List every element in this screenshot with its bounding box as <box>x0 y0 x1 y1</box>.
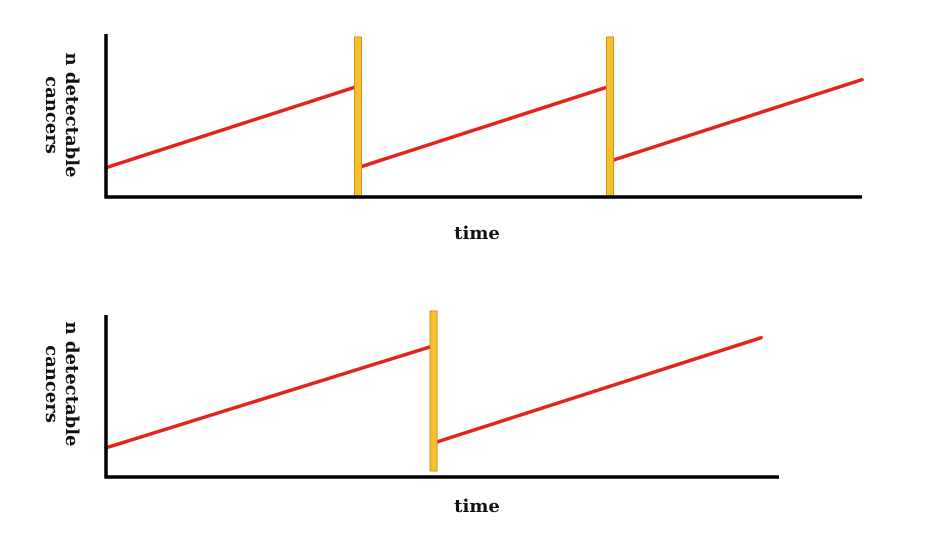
series-segment-2 <box>356 84 612 170</box>
y-axis-label: n detectable cancers <box>41 322 82 447</box>
series-segments <box>104 77 864 170</box>
axes <box>104 315 779 479</box>
series-segment-3 <box>608 77 864 163</box>
x-axis-label: time <box>454 223 500 244</box>
screening-marker-2 <box>606 36 614 197</box>
series-segment-1 <box>104 84 360 170</box>
y-axis-label-line-1: n detectable <box>61 53 82 178</box>
screening-markers <box>429 310 438 472</box>
y-axis-label-line-2: cancers <box>41 76 62 154</box>
series-segment-2 <box>431 335 763 445</box>
screening-marker-1 <box>429 310 438 472</box>
chart-top: time n detectable cancers <box>41 34 864 244</box>
series-segments <box>104 335 763 450</box>
chart-bottom: time n detectable cancers <box>41 310 779 517</box>
y-axis-label: n detectable cancers <box>41 53 82 178</box>
screening-marker-1 <box>354 36 362 197</box>
screening-markers <box>354 36 614 197</box>
series-segment-1 <box>104 344 436 450</box>
axes <box>104 34 862 199</box>
x-axis-label: time <box>454 496 500 517</box>
y-axis-label-line-2: cancers <box>41 345 62 423</box>
y-axis-label-line-1: n detectable <box>61 322 82 447</box>
